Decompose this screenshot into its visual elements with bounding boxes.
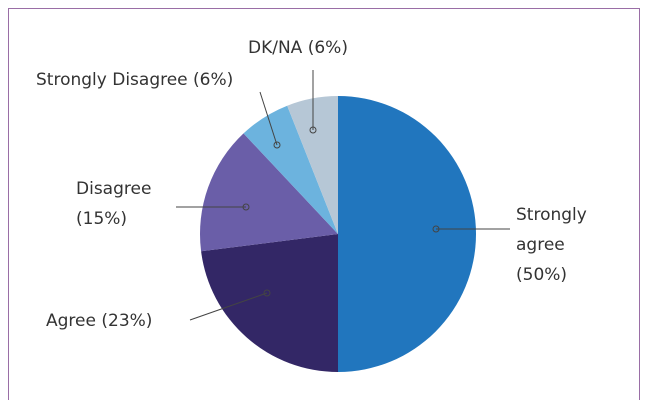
leader-dot: [263, 289, 271, 297]
pie-slice: [201, 234, 338, 372]
frame: [8, 8, 640, 400]
value-label: (6%): [307, 38, 348, 58]
leader-dot: [273, 141, 281, 149]
value-label: (6%): [193, 70, 234, 90]
leader-line: [259, 91, 278, 146]
leader-dot: [242, 203, 250, 211]
value-label: (15%): [76, 209, 128, 229]
leader-dot: [309, 126, 317, 134]
value-label: (23%): [101, 311, 153, 331]
category-name: Strongly agree: [516, 205, 587, 255]
slice-label: Agree (23%): [46, 306, 206, 336]
category-name: DK/NA: [248, 38, 303, 58]
category-name: Strongly Disagree: [36, 70, 188, 90]
pie-slice: [200, 133, 338, 252]
leader-line: [189, 292, 268, 321]
slice-label: Strongly Disagree (6%): [36, 65, 296, 95]
slice-label: DK/NA (6%): [248, 33, 378, 63]
category-name: Agree: [46, 311, 96, 331]
pie-slice: [287, 96, 338, 234]
value-label: (50%): [516, 265, 568, 285]
slice-label: Disagree (15%): [76, 174, 176, 234]
pie-slice: [243, 105, 338, 234]
pie-slice: [338, 96, 476, 372]
leader-dot: [432, 225, 440, 233]
category-name: Disagree: [76, 179, 152, 199]
slice-label: Strongly agree (50%): [516, 200, 616, 290]
